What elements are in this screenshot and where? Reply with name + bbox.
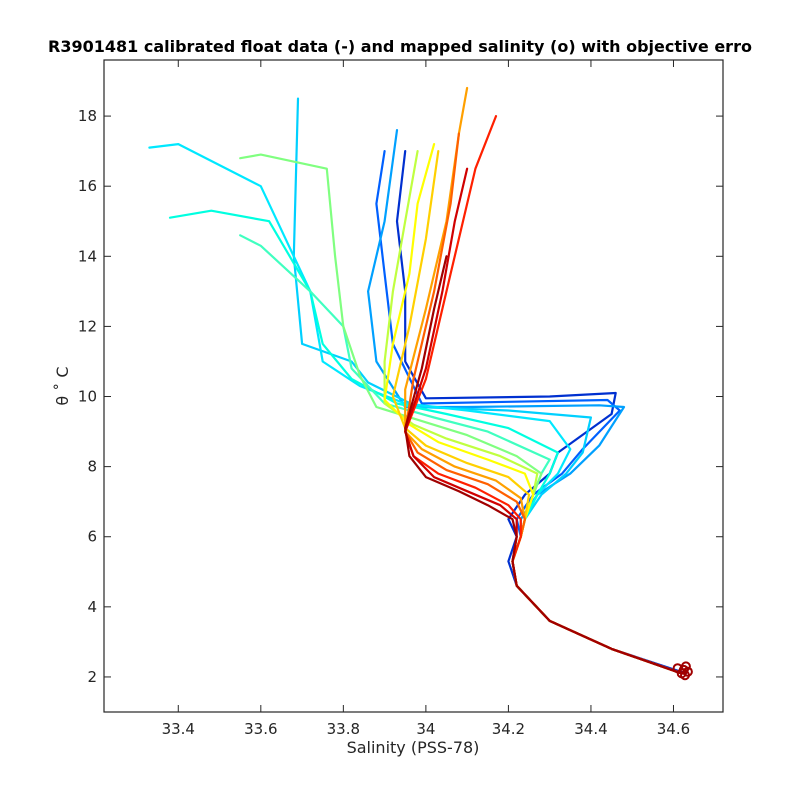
x-tick-label: 33.8 [327, 720, 360, 738]
y-axis: 2 4 6 8 10 12 14 16 18 [78, 107, 723, 686]
y-tick-label: 8 [87, 458, 97, 476]
axes-frame [103, 59, 724, 713]
x-tick-label: 34 [416, 720, 435, 738]
profile-line-6 [168, 209, 683, 675]
y-tick-label: 14 [78, 247, 97, 265]
chart-title: R3901481 calibrated float data (-) and m… [48, 37, 752, 56]
mapped-salinity-point [672, 663, 683, 674]
y-tick-label: 2 [87, 668, 97, 686]
x-tick-label: 34.4 [574, 720, 607, 738]
x-axis-label: Salinity (PSS-78) [347, 738, 480, 757]
y-tick-label: 4 [87, 598, 97, 616]
y-tick-label: 16 [78, 177, 97, 195]
y-tick-label: 18 [78, 107, 97, 125]
profile-line-16 [404, 255, 683, 675]
profile-line-4 [292, 97, 683, 675]
profile-line-14 [404, 114, 683, 675]
x-tick-label: 33.4 [162, 720, 195, 738]
plot-area [148, 86, 693, 681]
x-axis: 33.4 33.6 33.8 34 34.2 34.4 34.6 [162, 60, 690, 738]
profile-line-7 [239, 234, 683, 675]
x-tick-label: 33.6 [244, 720, 277, 738]
x-tick-label: 34.2 [492, 720, 525, 738]
y-tick-label: 10 [78, 388, 97, 406]
y-tick-label: 12 [78, 317, 97, 335]
x-tick-label: 34.6 [657, 720, 690, 738]
y-axis-label: θ ˚ C [53, 366, 72, 405]
mapped-salinity-point [680, 670, 690, 681]
y-tick-label: 6 [87, 528, 97, 546]
profile-line-12 [404, 86, 683, 675]
